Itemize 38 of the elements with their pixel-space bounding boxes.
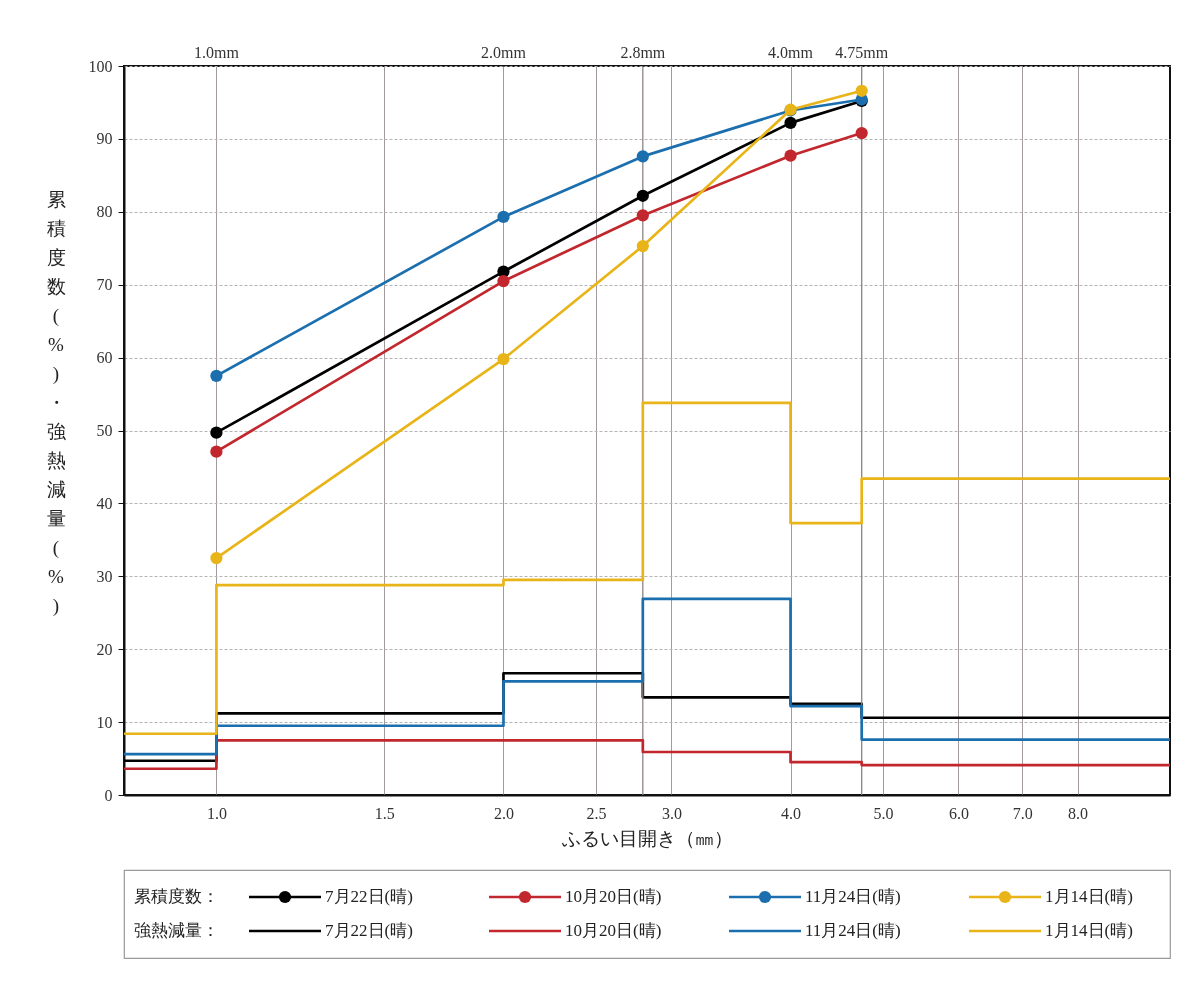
legend-label: 1月14日(晴) xyxy=(1045,921,1133,940)
x-tick-label: 2.0 xyxy=(493,804,514,822)
text: 1.0mm xyxy=(193,44,240,61)
legend-label: 10月20日(晴) xyxy=(565,921,662,940)
legend-label: 7月22日(晴) xyxy=(325,921,413,940)
x-tick-label: 2.5 xyxy=(586,804,607,822)
text: 累積度数： xyxy=(134,887,219,906)
y-tick-label: 70 xyxy=(96,276,113,294)
x-axis-title: ふるい目開き（㎜） xyxy=(561,827,733,849)
x-tick-label: 7.0 xyxy=(1012,804,1033,822)
legend-label: 7月22日(晴) xyxy=(325,887,413,906)
x-tick-label: 4.0 xyxy=(781,804,802,822)
text: 4.75mm xyxy=(835,44,889,61)
legend-label: 1月14日(晴) xyxy=(1045,887,1133,906)
legend-label: 11月24日(晴) xyxy=(805,921,901,940)
text: 4.0mm xyxy=(768,44,814,61)
x-tick-label: 3.0 xyxy=(661,804,682,822)
y-tick-label: 10 xyxy=(96,713,113,731)
x-tick-label: 1.5 xyxy=(374,804,395,822)
text: 2.0mm xyxy=(481,44,527,61)
y-tick-label: 20 xyxy=(96,640,113,658)
text: 累積度数(%)・強熱減量(%) xyxy=(46,188,66,616)
y-tick-label: 60 xyxy=(96,349,113,367)
x-tick-label: 6.0 xyxy=(948,804,969,822)
legend-label: 10月20日(晴) xyxy=(565,887,662,906)
x-tick-label: 5.0 xyxy=(873,804,894,822)
y-tick-label: 40 xyxy=(96,494,113,512)
legend-label: 11月24日(晴) xyxy=(805,887,901,906)
x-tick-label: 8.0 xyxy=(1068,804,1089,822)
y-tick-label: 0 xyxy=(104,786,113,804)
y-tick-label: 80 xyxy=(96,203,113,221)
text: 2.8mm xyxy=(620,44,666,61)
text: 強熱減量： xyxy=(134,921,219,940)
y-tick-label: 30 xyxy=(96,567,113,585)
y-tick-label: 100 xyxy=(88,57,113,75)
y-tick-label: 50 xyxy=(96,422,113,439)
x-tick-label: 1.0 xyxy=(206,804,227,822)
y-tick-label: 90 xyxy=(96,130,113,148)
